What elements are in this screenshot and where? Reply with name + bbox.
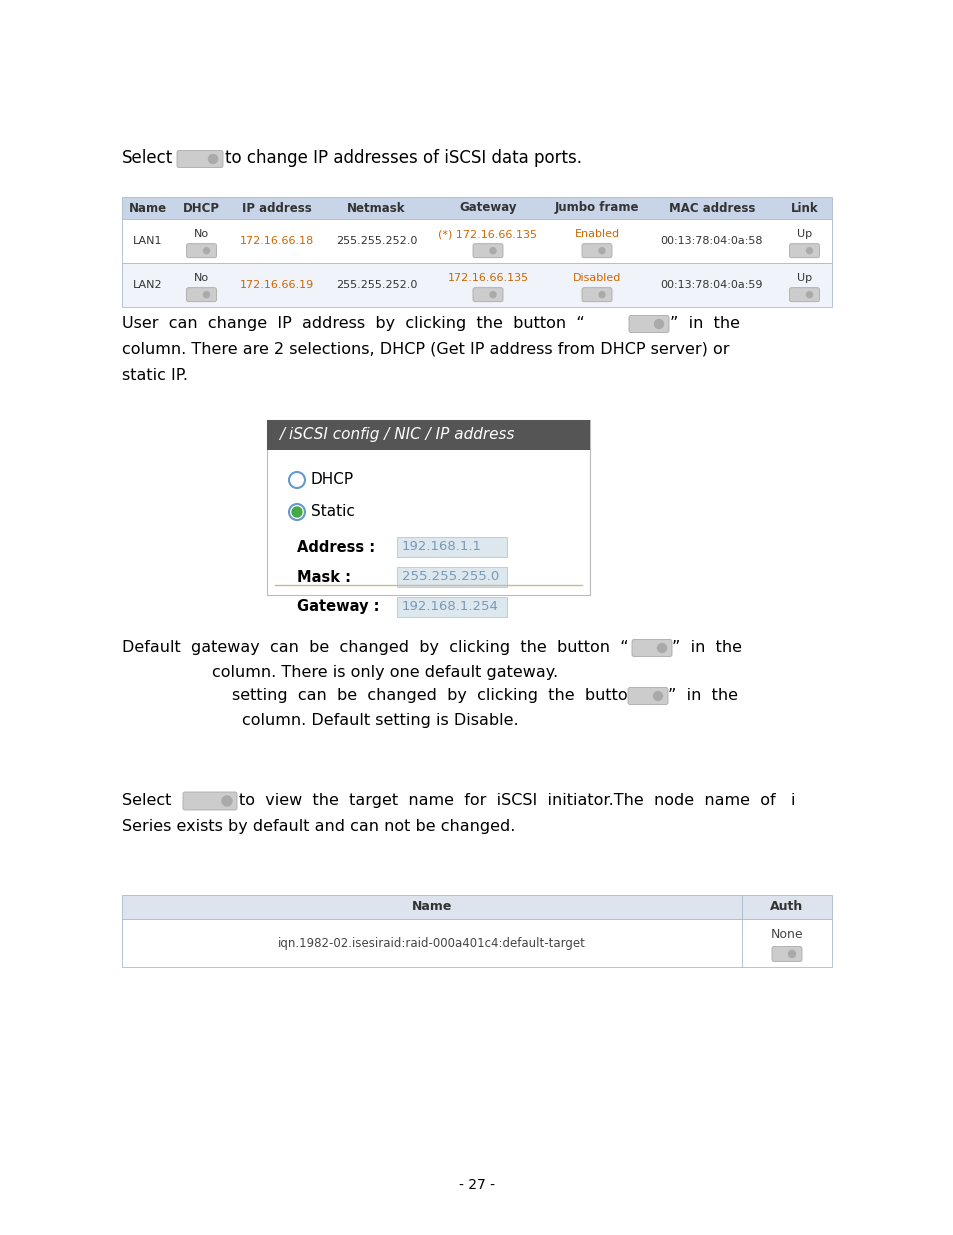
Text: ”  in  the: ” in the (667, 688, 738, 703)
Circle shape (657, 643, 666, 652)
Text: Static: Static (311, 505, 355, 520)
FancyBboxPatch shape (183, 792, 236, 810)
FancyBboxPatch shape (789, 243, 819, 258)
Circle shape (209, 154, 217, 163)
Text: ”  in  the: ” in the (671, 640, 741, 655)
Text: to  view  the  target  name  for  iSCSI  initiator.The  node  name  of   i: to view the target name for iSCSI initia… (239, 793, 795, 808)
FancyBboxPatch shape (267, 420, 589, 595)
Text: MAC address: MAC address (668, 201, 755, 215)
Text: static IP.: static IP. (122, 368, 188, 383)
Text: Default  gateway  can  be  changed  by  clicking  the  button  “: Default gateway can be changed by clicki… (122, 640, 628, 655)
FancyBboxPatch shape (267, 420, 589, 450)
Circle shape (654, 320, 662, 329)
Text: 255.255.252.0: 255.255.252.0 (335, 236, 416, 246)
Text: to change IP addresses of iSCSI data ports.: to change IP addresses of iSCSI data por… (225, 149, 581, 167)
Text: - 27 -: - 27 - (458, 1178, 495, 1192)
Text: Auth: Auth (770, 900, 802, 914)
FancyBboxPatch shape (789, 288, 819, 301)
Text: Name: Name (129, 201, 167, 215)
Text: Address :: Address : (296, 540, 375, 555)
FancyBboxPatch shape (396, 537, 506, 557)
FancyBboxPatch shape (186, 288, 216, 301)
Text: / iSCSI config / NIC / IP address: / iSCSI config / NIC / IP address (278, 427, 514, 442)
FancyBboxPatch shape (177, 151, 223, 168)
Text: column. Default setting is Disable.: column. Default setting is Disable. (242, 713, 518, 727)
Text: 255.255.252.0: 255.255.252.0 (335, 280, 416, 290)
Text: 00:13:78:04:0a:59: 00:13:78:04:0a:59 (660, 280, 762, 290)
Text: 192.168.1.1: 192.168.1.1 (401, 541, 481, 553)
Text: No: No (193, 230, 209, 240)
FancyBboxPatch shape (122, 219, 831, 263)
Circle shape (598, 291, 604, 298)
Text: 192.168.1.254: 192.168.1.254 (401, 600, 498, 614)
Text: Enabled: Enabled (574, 230, 618, 240)
FancyBboxPatch shape (122, 895, 831, 919)
Circle shape (203, 248, 210, 253)
Text: Jumbo frame: Jumbo frame (554, 201, 639, 215)
Text: Netmask: Netmask (347, 201, 405, 215)
Text: 255.255.255.0: 255.255.255.0 (401, 571, 498, 583)
FancyBboxPatch shape (473, 288, 502, 301)
Text: LAN2: LAN2 (133, 280, 163, 290)
FancyBboxPatch shape (771, 946, 801, 962)
Circle shape (805, 291, 812, 298)
Circle shape (598, 248, 604, 253)
FancyBboxPatch shape (631, 640, 671, 657)
Text: DHCP: DHCP (311, 473, 354, 488)
Text: column. There are 2 selections, DHCP (Get IP address from DHCP server) or: column. There are 2 selections, DHCP (Ge… (122, 342, 729, 357)
Text: LAN1: LAN1 (133, 236, 163, 246)
Text: Disabled: Disabled (572, 273, 620, 283)
Text: Gateway: Gateway (458, 201, 517, 215)
FancyBboxPatch shape (396, 597, 506, 618)
FancyBboxPatch shape (473, 243, 502, 258)
FancyBboxPatch shape (122, 198, 831, 219)
Text: Select: Select (122, 149, 173, 167)
Circle shape (490, 248, 496, 253)
Circle shape (292, 508, 302, 517)
Text: Mask :: Mask : (296, 569, 351, 584)
Text: setting  can  be  changed  by  clicking  the  button  “: setting can be changed by clicking the b… (232, 688, 656, 703)
Text: Up: Up (796, 230, 811, 240)
FancyBboxPatch shape (396, 567, 506, 587)
Text: User  can  change  IP  address  by  clicking  the  button  “: User can change IP address by clicking t… (122, 316, 584, 331)
FancyBboxPatch shape (628, 315, 668, 332)
Circle shape (805, 248, 812, 253)
Text: 172.16.66.19: 172.16.66.19 (239, 280, 314, 290)
Text: Up: Up (796, 273, 811, 283)
Text: None: None (770, 927, 802, 941)
FancyBboxPatch shape (581, 288, 612, 301)
Text: column. There is only one default gateway.: column. There is only one default gatewa… (212, 664, 558, 680)
Text: Select: Select (122, 793, 172, 808)
Text: iqn.1982-02.isesiraid:raid-000a401c4:default-target: iqn.1982-02.isesiraid:raid-000a401c4:def… (277, 936, 585, 950)
Text: 172.16.66.18: 172.16.66.18 (239, 236, 314, 246)
Text: Series exists by default and can not be changed.: Series exists by default and can not be … (122, 819, 515, 834)
FancyBboxPatch shape (122, 263, 831, 308)
Circle shape (222, 797, 232, 806)
Circle shape (490, 291, 496, 298)
FancyBboxPatch shape (186, 243, 216, 258)
Text: 172.16.66.135: 172.16.66.135 (447, 273, 528, 283)
Text: Name: Name (412, 900, 452, 914)
Text: No: No (193, 273, 209, 283)
FancyBboxPatch shape (122, 919, 831, 967)
Circle shape (203, 291, 210, 298)
Text: 00:13:78:04:0a:58: 00:13:78:04:0a:58 (660, 236, 762, 246)
FancyBboxPatch shape (627, 688, 667, 704)
Circle shape (788, 951, 795, 957)
Text: ”  in  the: ” in the (669, 316, 740, 331)
FancyBboxPatch shape (581, 243, 612, 258)
Text: Link: Link (790, 201, 818, 215)
Circle shape (653, 692, 661, 700)
Text: DHCP: DHCP (183, 201, 220, 215)
Text: (*) 172.16.66.135: (*) 172.16.66.135 (438, 230, 537, 240)
Text: IP address: IP address (241, 201, 311, 215)
Text: Gateway :: Gateway : (296, 599, 379, 615)
